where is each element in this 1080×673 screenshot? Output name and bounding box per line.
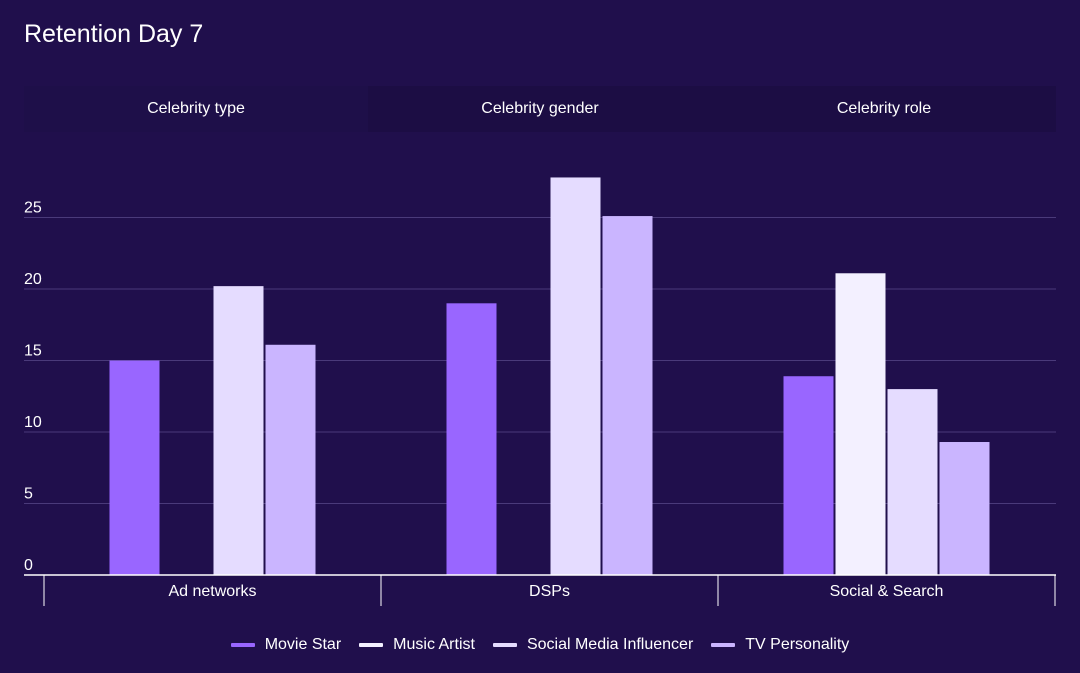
bar [550,177,601,575]
x-category-label: DSPs [529,583,570,600]
y-tick-label: 5 [24,486,33,503]
bar [835,273,886,575]
x-category-label: Social & Search [830,583,944,600]
legend-item-music-artist[interactable]: Music Artist [359,636,475,654]
bar [783,376,834,575]
y-tick-label: 0 [24,557,33,574]
bar [939,442,990,575]
legend-item-movie-star[interactable]: Movie Star [230,636,342,654]
bar [213,286,264,575]
y-tick-label: 10 [24,414,42,431]
tab-bar: Celebrity type Celebrity gender Celebrit… [24,86,1056,132]
legend-swatch [492,643,517,647]
y-tick-label: 15 [24,343,42,360]
legend-item-tv-personality[interactable]: TV Personality [711,636,849,654]
legend-swatch [359,643,384,647]
y-tick-label: 20 [24,271,42,288]
legend-label: Social Media Influencer [526,636,694,653]
tab-celebrity-gender[interactable]: Celebrity gender [481,100,599,117]
tab-celebrity-role[interactable]: Celebrity role [836,100,932,117]
bar [109,360,160,575]
bar [265,344,316,575]
legend-label: TV Personality [745,636,850,653]
bar [602,216,653,575]
bar [446,303,497,575]
bar [887,389,938,575]
legend-label: Music Artist [393,636,475,653]
chart-legend: Movie Star Music Artist Social Media Inf… [0,632,1080,658]
tab-celebrity-type[interactable]: Celebrity type [24,86,368,132]
chart-title: Retention Day 7 [24,20,204,48]
legend-label: Movie Star [264,636,342,653]
x-category-label: Ad networks [168,583,256,600]
legend-swatch [711,643,736,647]
legend-item-social-media-influencer[interactable]: Social Media Influencer [492,636,694,654]
y-tick-label: 25 [24,200,42,217]
legend-swatch [230,643,255,647]
